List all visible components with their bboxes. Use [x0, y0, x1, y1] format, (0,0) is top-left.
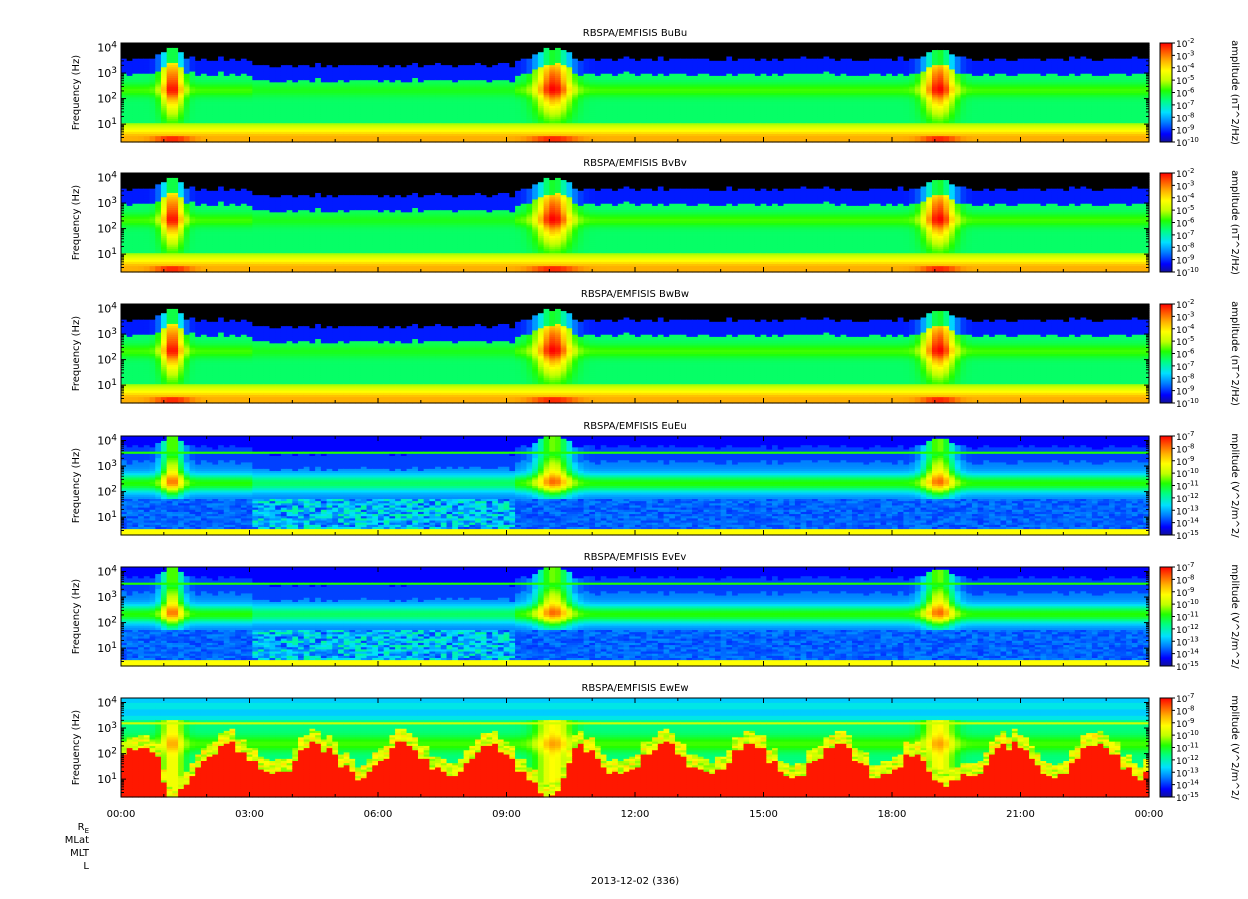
- spectrogram-1: [121, 43, 1150, 143]
